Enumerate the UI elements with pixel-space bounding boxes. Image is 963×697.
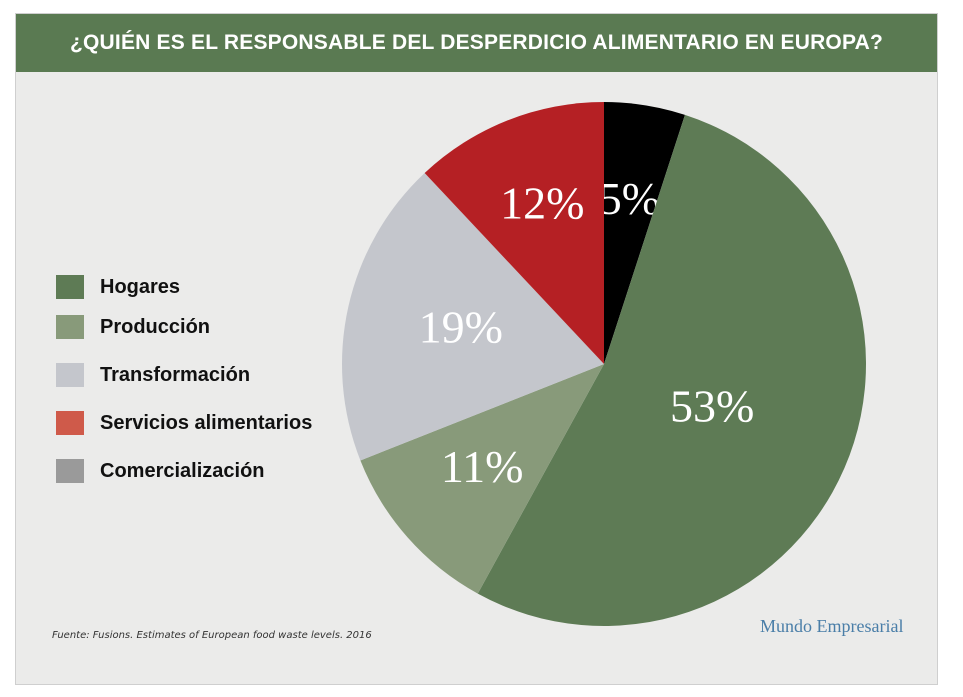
pie-slice-comercializaci-n <box>604 102 685 364</box>
chart-frame: ¿QUIÉN ES EL RESPONSABLE DEL DESPERDICIO… <box>15 13 938 685</box>
legend-label-comercializacion: Comercialización <box>100 459 265 482</box>
pie-slice-hogares <box>477 114 867 627</box>
pie-label-servicios-alimentarios: 12% <box>500 178 584 229</box>
pie-slice-servicios-alimentarios <box>424 102 604 364</box>
pie-label-hogares: 53% <box>670 380 754 431</box>
pie-label-comercializaci-n: 5% <box>599 173 660 224</box>
legend-label-produccion: Producción <box>100 315 211 338</box>
legend-item-produccion: Producción <box>56 314 210 340</box>
title-bar: ¿QUIÉN ES EL RESPONSABLE DEL DESPERDICIO… <box>16 14 937 72</box>
chart-title: ¿QUIÉN ES EL RESPONSABLE DEL DESPERDICIO… <box>69 31 884 54</box>
source-note: Fuente: Fusions. Estimates of European f… <box>52 630 372 641</box>
pie-label-producci-n: 11% <box>441 441 524 492</box>
legend-label-transformacion: Transformación <box>100 363 251 386</box>
pie-label-transformaci-n: 19% <box>419 302 503 353</box>
brand-logo: Mundo Empresarial <box>760 616 904 636</box>
pie-slice-producci-n <box>360 364 604 594</box>
pie-slice-transformaci-n <box>342 173 604 461</box>
pie-chart: 5% 53% 11% 19% 12% <box>342 102 867 627</box>
legend-swatch-hogares <box>56 275 84 299</box>
legend-swatch-produccion <box>56 315 84 339</box>
legend-item-comercializacion: Comercialización <box>56 458 265 484</box>
legend-swatch-comercializacion <box>56 459 84 483</box>
legend-label-servicios: Servicios alimentarios <box>100 411 313 434</box>
legend-swatch-servicios <box>56 411 84 435</box>
legend-swatch-transformacion <box>56 363 84 387</box>
legend-label-hogares: Hogares <box>100 275 181 298</box>
legend-item-transformacion: Transformación <box>56 362 250 388</box>
legend-item-hogares: Hogares <box>56 274 180 300</box>
legend-item-servicios: Servicios alimentarios <box>56 410 312 436</box>
